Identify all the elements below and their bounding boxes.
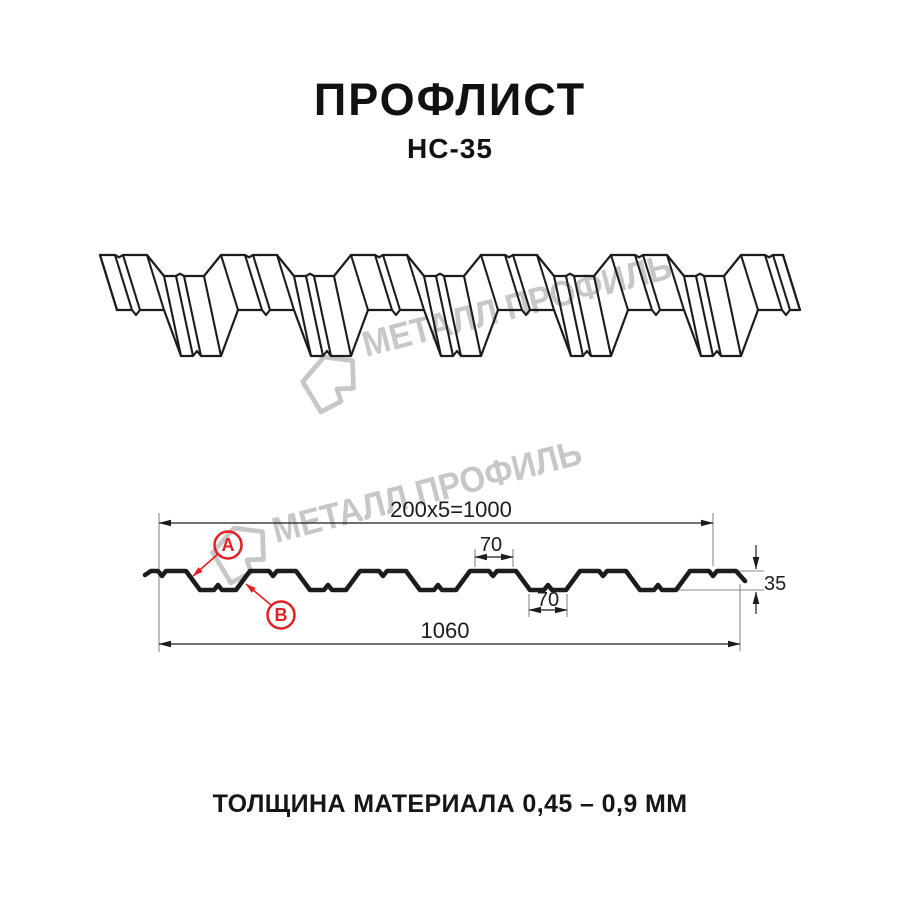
dim-label-rib-top: 70 (480, 534, 502, 556)
cross-section-figure: МЕТАЛЛ ПРОФИЛЬ (142, 431, 786, 652)
callout-b-circle (266, 600, 296, 630)
callout-b-label: B (275, 605, 288, 625)
cross-section-profile (142, 568, 748, 593)
page-title: ПРОФЛИСТ (313, 74, 587, 125)
brand-logo-mark (300, 354, 356, 415)
profile-3d-drawing: МЕТАЛЛ ПРОФИЛЬ (98, 245, 802, 415)
callout-a-label: A (222, 535, 235, 555)
profile-code: НС-35 (407, 133, 493, 164)
callout-a: A (192, 530, 243, 577)
dim-label-total-width: 1060 (421, 618, 470, 643)
sheet-3d-rib-lines (98, 253, 802, 358)
material-thickness-note: ТОЛЩИНА МАТЕРИАЛА 0,45 – 0,9 ММ (212, 790, 688, 818)
dim-label-rib-bottom: 70 (537, 589, 559, 611)
dimension-lines (158, 519, 760, 648)
callout-b: B (245, 583, 296, 630)
dim-label-coverage-width: 200x5=1000 (390, 497, 512, 522)
watermark-text: МЕТАЛЛ ПРОФИЛЬ (268, 431, 586, 550)
dim-label-height: 35 (764, 573, 786, 595)
callout-a-circle (213, 530, 243, 560)
brand-logo-mark (210, 525, 266, 586)
